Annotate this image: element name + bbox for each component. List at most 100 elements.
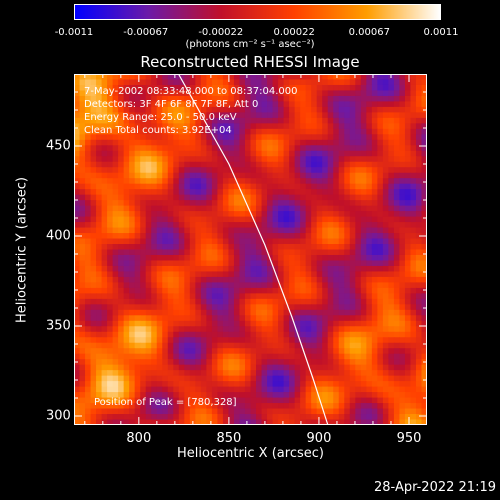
heatmap-cell	[250, 128, 257, 135]
heatmap-cell	[371, 414, 378, 421]
heatmap-cell	[360, 74, 367, 80]
heatmap-cell	[239, 172, 246, 179]
heatmap-cell	[421, 282, 427, 289]
heatmap-cell	[344, 84, 351, 91]
heatmap-cell	[305, 117, 312, 124]
heatmap-cell	[261, 392, 268, 399]
heatmap-cell	[393, 260, 400, 267]
heatmap-cell	[300, 331, 307, 338]
heatmap-cell	[200, 222, 207, 229]
heatmap-cell	[206, 381, 213, 388]
heatmap-cell	[184, 309, 191, 316]
heatmap-cell	[355, 205, 362, 212]
heatmap-cell	[371, 331, 378, 338]
heatmap-cell	[360, 90, 367, 97]
heatmap-cell	[393, 95, 400, 102]
heatmap-cell	[410, 254, 417, 261]
heatmap-cell	[399, 106, 406, 113]
heatmap-cell	[156, 326, 163, 333]
heatmap-cell	[134, 101, 141, 108]
heatmap-cell	[140, 189, 147, 196]
heatmap-cell	[156, 117, 163, 124]
heatmap-cell	[316, 233, 323, 240]
heatmap-cell	[338, 194, 345, 201]
heatmap-cell	[90, 211, 97, 218]
heatmap-cell	[399, 315, 406, 322]
heatmap-cell	[151, 216, 158, 223]
heatmap-cell	[101, 90, 108, 97]
heatmap-cell	[156, 134, 163, 141]
heatmap-cell	[393, 381, 400, 388]
heatmap-cell	[322, 79, 329, 86]
heatmap-cell	[101, 227, 108, 234]
heatmap-cell	[74, 320, 81, 327]
heatmap-cell	[382, 205, 389, 212]
heatmap-cell	[349, 244, 356, 250]
heatmap-cell	[349, 287, 356, 294]
heatmap-cell	[377, 189, 384, 196]
heatmap-cell	[96, 145, 103, 152]
heatmap-cell	[415, 189, 422, 196]
heatmap-cell	[305, 309, 312, 316]
heatmap-cell	[294, 233, 301, 240]
heatmap-cell	[371, 320, 378, 327]
heatmap-cell	[173, 359, 180, 366]
heatmap-cell	[377, 403, 384, 410]
heatmap-cell	[322, 167, 329, 174]
heatmap-cell	[289, 298, 296, 305]
heatmap-cell	[377, 74, 384, 80]
heatmap-cell	[278, 298, 285, 305]
heatmap-cell	[145, 370, 152, 377]
heatmap-cell	[239, 249, 246, 256]
heatmap-cell	[107, 397, 114, 404]
heatmap-cell	[338, 386, 345, 393]
heatmap-cell	[123, 205, 130, 212]
heatmap-cell	[333, 271, 340, 278]
heatmap-cell	[382, 392, 389, 399]
heatmap-cell	[129, 134, 136, 141]
heatmap-cell	[107, 200, 114, 207]
heatmap-cell	[355, 101, 362, 108]
heatmap-cell	[145, 287, 152, 294]
heatmap-cell	[173, 101, 180, 108]
heatmap-cell	[410, 392, 417, 399]
heatmap-cell	[322, 375, 329, 382]
heatmap-cell	[278, 244, 285, 250]
heatmap-cell	[156, 189, 163, 196]
heatmap-cell	[377, 265, 384, 272]
heatmap-cell	[278, 331, 285, 338]
heatmap-cell	[145, 353, 152, 360]
heatmap-cell	[344, 216, 351, 223]
heatmap-cell	[244, 419, 251, 425]
heatmap-cell	[311, 408, 318, 415]
heatmap-cell	[96, 74, 103, 80]
heatmap-cell	[112, 205, 119, 212]
heatmap-cell	[278, 200, 285, 207]
heatmap-cell	[382, 79, 389, 86]
heatmap-cell	[129, 260, 136, 267]
heatmap-cell	[162, 178, 169, 185]
heatmap-cell	[129, 123, 136, 130]
heatmap-cell	[355, 304, 362, 311]
heatmap-cell	[371, 304, 378, 311]
heatmap-cell	[112, 419, 119, 425]
heatmap-cell	[366, 293, 373, 300]
heatmap-cell	[322, 238, 329, 245]
heatmap-cell	[338, 189, 345, 196]
heatmap-cell	[90, 370, 97, 377]
heatmap-cell	[195, 205, 202, 212]
heatmap-cell	[156, 123, 163, 130]
heatmap-cell	[371, 337, 378, 344]
heatmap-cell	[129, 205, 136, 212]
heatmap-cell	[421, 95, 427, 102]
heatmap-cell	[162, 397, 169, 404]
heatmap-cell	[404, 304, 411, 311]
heatmap-cell	[333, 414, 340, 421]
heatmap-cell	[134, 348, 141, 355]
heatmap-cell	[206, 84, 213, 91]
heatmap-cell	[228, 309, 235, 316]
heatmap-cell	[140, 254, 147, 261]
heatmap-cell	[333, 304, 340, 311]
heatmap-cell	[415, 359, 422, 366]
heatmap-cell	[399, 254, 406, 261]
